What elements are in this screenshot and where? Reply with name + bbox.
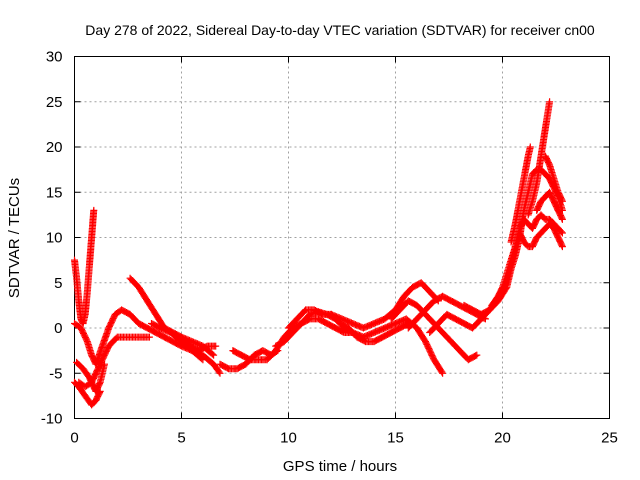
data-point <box>145 333 153 341</box>
x-tick-label: 0 <box>70 430 78 447</box>
data-point <box>558 214 566 222</box>
series-trace-w <box>541 152 566 205</box>
data-point <box>438 368 446 376</box>
data-point <box>212 342 220 350</box>
data-point <box>90 206 98 214</box>
data-point <box>208 350 216 358</box>
data-points <box>71 98 566 409</box>
y-tick-label: 5 <box>54 275 62 292</box>
data-point <box>216 369 224 377</box>
series-trace-s <box>488 220 566 309</box>
series-trace-t <box>507 143 534 246</box>
grid <box>74 56 610 419</box>
data-point <box>215 368 223 376</box>
series-trace-v <box>533 188 566 223</box>
y-tick-label: 15 <box>46 184 63 201</box>
data-point <box>199 356 207 364</box>
x-tick-label: 20 <box>494 430 511 447</box>
series-trace-p <box>404 292 489 332</box>
data-point <box>526 143 534 151</box>
data-point <box>558 196 566 204</box>
series-trace-e <box>75 333 153 391</box>
x-tick-label: 10 <box>280 430 297 447</box>
data-point <box>558 197 566 205</box>
y-tick-label: 10 <box>46 230 63 247</box>
y-axis-label: SDTVAR / TECUs <box>6 178 23 298</box>
x-tick-label: 5 <box>177 430 185 447</box>
data-point <box>558 241 566 249</box>
data-point <box>198 355 206 363</box>
data-point <box>439 369 447 377</box>
series-trace-m <box>327 279 442 332</box>
chart-title: Day 278 of 2022, Sidereal Day-to-day VTE… <box>85 22 595 38</box>
data-point <box>96 387 104 395</box>
data-point <box>472 352 480 360</box>
data-point <box>473 351 481 359</box>
series-trace-a <box>71 206 98 327</box>
y-tick-label: -5 <box>49 365 62 382</box>
x-tick-label: 25 <box>601 430 618 447</box>
x-axis-label: GPS time / hours <box>283 458 397 475</box>
series-trace-h <box>178 333 220 355</box>
x-tick-label: 15 <box>387 430 404 447</box>
data-point <box>558 243 566 251</box>
x-axis-ticks: 0 5 10 15 20 25 <box>70 56 618 447</box>
y-tick-label: 20 <box>46 139 63 156</box>
data-point <box>558 229 566 237</box>
y-tick-label: 30 <box>46 49 63 66</box>
data-point <box>546 98 554 106</box>
data-point <box>210 351 218 359</box>
data-point <box>558 215 566 223</box>
y-tick-label: 25 <box>46 94 63 111</box>
y-tick-label: -10 <box>41 411 63 428</box>
y-tick-label: 0 <box>54 320 62 337</box>
y-axis-ticks: -10 -5 0 5 10 15 20 25 30 <box>41 49 610 428</box>
series-trace-u <box>524 98 554 219</box>
